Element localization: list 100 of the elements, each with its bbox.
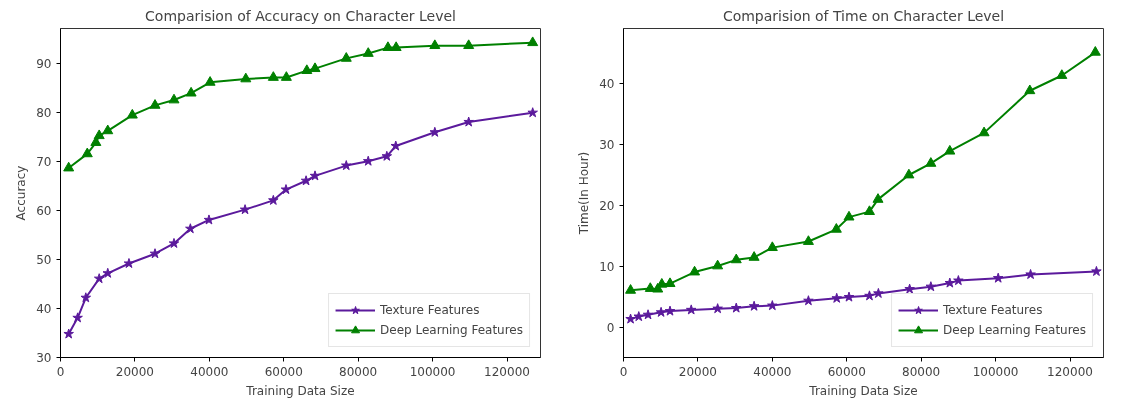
point [944, 144, 956, 155]
point [429, 39, 441, 50]
point [185, 86, 197, 97]
point [712, 303, 723, 314]
point [664, 277, 676, 288]
x-tick-label: 80000 [902, 364, 941, 379]
point [168, 93, 180, 104]
point [301, 64, 313, 74]
point [381, 150, 393, 161]
legend-label: Texture Features [380, 303, 480, 317]
point [843, 210, 855, 221]
point [527, 107, 538, 118]
y-tick-label: 20 [599, 199, 615, 214]
x-tick-label: 80000 [339, 364, 378, 379]
x-tick-label: 20000 [115, 364, 155, 379]
point [362, 155, 374, 166]
point [863, 205, 875, 215]
point [685, 304, 697, 315]
point [126, 108, 138, 119]
point [80, 292, 92, 303]
point [953, 275, 964, 286]
point [625, 313, 636, 324]
point [300, 175, 312, 186]
legend-label: Deep Learning Features [380, 323, 523, 337]
x-tick-label: 100000 [972, 364, 1019, 379]
legend-label: Texture Features [943, 303, 1043, 317]
y-tick-label: 80 [36, 106, 52, 121]
point [72, 312, 83, 323]
point [309, 62, 321, 73]
point [978, 126, 990, 137]
point [642, 309, 654, 320]
point [102, 267, 114, 278]
y-tick-label: 90 [36, 57, 52, 72]
point [1089, 46, 1101, 56]
point [803, 295, 814, 306]
point [1056, 69, 1068, 79]
point [267, 71, 279, 81]
x-axis-title: Training Data Size [245, 383, 355, 398]
point [864, 290, 875, 301]
y-axis-title: Accuracy [14, 165, 29, 221]
point [766, 241, 778, 252]
chart-title: Comparision of Time on Character Level [722, 7, 1005, 24]
point [203, 214, 215, 225]
y-tick-label: 30 [599, 137, 615, 152]
y-tick-label: 10 [599, 260, 615, 275]
point [925, 157, 937, 167]
point [730, 302, 742, 313]
point [712, 259, 724, 270]
point [362, 47, 374, 57]
point [992, 272, 1004, 283]
point [1091, 265, 1102, 276]
point [463, 39, 475, 50]
point [1024, 84, 1036, 95]
x-tick-label: 20000 [678, 364, 718, 379]
point [204, 76, 216, 86]
point [239, 204, 251, 215]
point [280, 71, 292, 81]
point [748, 300, 760, 311]
point [748, 251, 760, 261]
point [240, 72, 252, 83]
point [873, 287, 884, 298]
y-tick-label: 60 [36, 204, 52, 219]
point [925, 281, 937, 292]
point [93, 273, 105, 284]
x-tick-label: 40000 [190, 364, 229, 379]
y-tick-label: 0 [606, 321, 615, 336]
x-tick-label: 120000 [1047, 364, 1093, 379]
x-tick-label: 60000 [264, 364, 303, 379]
point [527, 36, 539, 47]
point [93, 129, 105, 140]
y-tick-label: 40 [599, 76, 615, 91]
point [872, 193, 884, 203]
point [831, 292, 842, 303]
x-tick-label: 40000 [753, 364, 792, 379]
point [664, 305, 676, 316]
point [63, 328, 74, 339]
point [341, 160, 352, 171]
point [429, 126, 441, 137]
point [767, 300, 778, 311]
x-tick-label: 0 [56, 364, 65, 379]
point [280, 184, 292, 195]
legend-label: Deep Learning Features [943, 323, 1086, 337]
point [1025, 268, 1036, 280]
point [63, 161, 75, 172]
point [689, 265, 701, 276]
x-tick-label: 100000 [409, 364, 456, 379]
chart-title: Comparision of Accuracy on Character Level [145, 7, 456, 24]
y-tick-label: 40 [36, 302, 52, 317]
x-tick-label: 60000 [827, 364, 866, 379]
point [149, 99, 161, 109]
point [625, 284, 637, 294]
x-tick-label: 0 [619, 364, 628, 379]
point [268, 194, 279, 205]
point [168, 237, 180, 248]
point [185, 223, 196, 234]
point [802, 235, 814, 245]
point [463, 116, 474, 127]
x-axis-title: Training Data Size [808, 383, 918, 398]
point [149, 248, 161, 259]
point [830, 223, 842, 233]
